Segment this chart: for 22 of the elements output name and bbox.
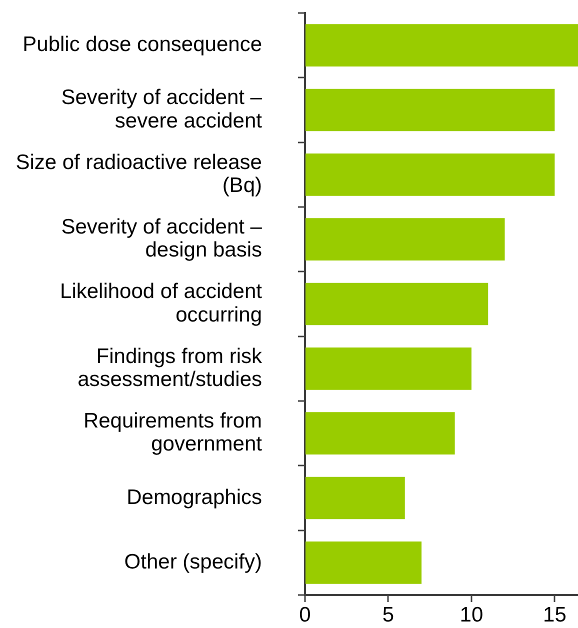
bar [306, 347, 472, 390]
bar [306, 88, 555, 132]
y-tick-label: Findings from risk assessment/studies [78, 344, 262, 392]
x-tick-label: 5 [382, 603, 394, 626]
y-tick-label: Public dose consequence [22, 33, 262, 56]
bar [306, 541, 422, 584]
bar [306, 476, 405, 520]
x-tick-label: 10 [460, 603, 484, 626]
x-tick-label: 15 [543, 603, 566, 626]
y-tick-label: Likelihood of accident occurring [60, 280, 262, 326]
y-tick-label: Requirements from government [83, 410, 262, 456]
bar [306, 412, 455, 455]
y-tick-label: Severity of accident – severe accident [61, 86, 262, 132]
bar [306, 153, 555, 196]
bar [306, 218, 505, 261]
bar [306, 24, 578, 67]
y-tick-label: Other (specify) [124, 550, 262, 574]
y-tick-label: Demographics [126, 486, 262, 509]
bar [306, 282, 488, 326]
y-tick-label: Size of radioactive release (Bq) [16, 150, 262, 198]
y-tick-label: Severity of accident – design basis [61, 216, 262, 262]
x-tick-label: 0 [299, 603, 311, 626]
